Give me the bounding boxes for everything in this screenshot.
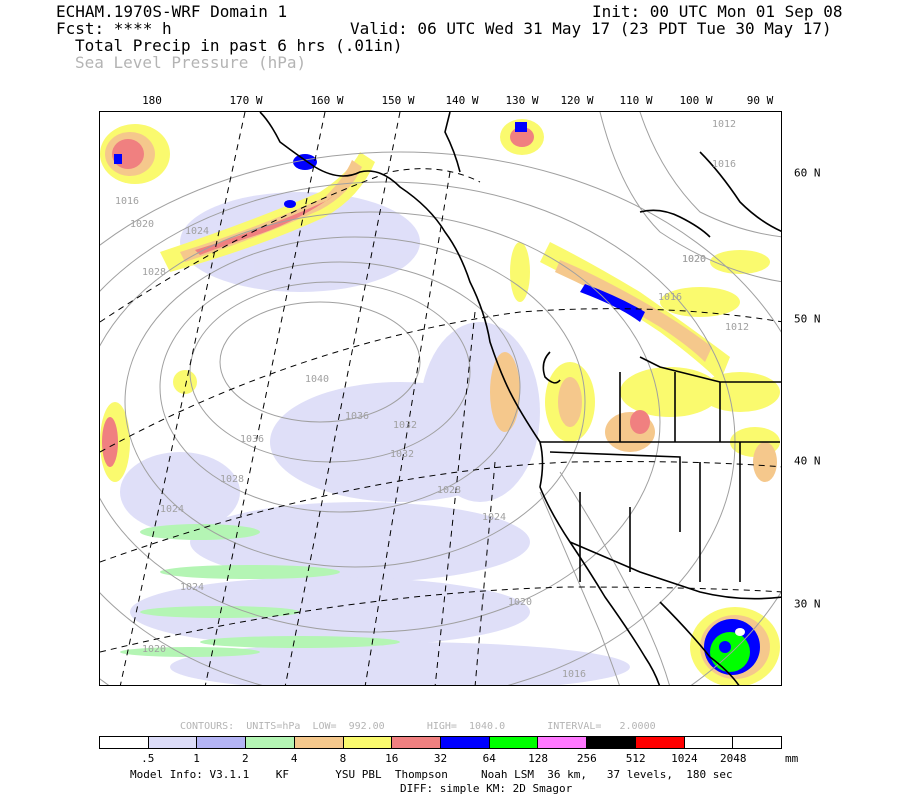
model-title: ECHAM.1970S-WRF Domain 1 bbox=[56, 2, 288, 21]
lon-label: 130 W bbox=[505, 94, 539, 107]
graticule bbox=[100, 112, 781, 685]
lat-label: 40 N bbox=[794, 454, 821, 468]
colorbar-cell bbox=[100, 737, 149, 748]
colorbar-cell bbox=[733, 737, 782, 748]
lon-label: 110 W bbox=[619, 94, 653, 107]
pressure-label: 1040 bbox=[305, 374, 329, 385]
colorbar-cell bbox=[587, 737, 636, 748]
lon-label: 90 W bbox=[746, 94, 774, 107]
pressure-label: 1024 bbox=[180, 582, 204, 593]
pressure-label: 1028 bbox=[220, 474, 244, 485]
lon-label: 160 W bbox=[310, 94, 344, 107]
lat-label: 60 N bbox=[794, 166, 821, 180]
pressure-label: 1016 bbox=[712, 159, 736, 170]
nw-corner-storm bbox=[100, 124, 170, 184]
weather-map: 1012 1016 1016 1020 1024 1028 1020 1016 … bbox=[99, 111, 782, 686]
light-precip-wash bbox=[120, 192, 630, 685]
sw-precip-streaks bbox=[120, 524, 400, 657]
diffusion-info: DIFF: simple KM: 2D Smagor bbox=[400, 782, 573, 795]
lon-label: 140 W bbox=[445, 94, 479, 107]
colorbar-label: .5 bbox=[141, 752, 155, 765]
pressure-label: 1032 bbox=[393, 420, 417, 431]
pressure-label: 1028 bbox=[437, 485, 461, 496]
pressure-label: 1020 bbox=[682, 254, 706, 265]
lat-label: 30 N bbox=[794, 597, 821, 611]
colorbar-cell bbox=[294, 737, 344, 748]
pressure-label: 1020 bbox=[508, 597, 532, 608]
pressure-label: 1024 bbox=[160, 504, 184, 515]
colorbar-cell bbox=[538, 737, 588, 748]
colorbar-label: 512 bbox=[625, 752, 646, 765]
colorbar-cell bbox=[441, 737, 490, 748]
north-america-landmass bbox=[250, 112, 781, 685]
pressure-label: 1032 bbox=[390, 449, 414, 460]
colorbar-cell bbox=[148, 737, 198, 748]
colorbar-units: mm bbox=[785, 752, 799, 765]
pressure-label: 1036 bbox=[345, 411, 369, 422]
field-secondary: Sea Level Pressure (hPa) bbox=[75, 53, 307, 72]
colorbar-label: 2 bbox=[242, 752, 249, 765]
lon-label: 170 W bbox=[229, 94, 263, 107]
canada-precip-band bbox=[540, 242, 770, 382]
colorbar-label: 256 bbox=[576, 752, 597, 765]
colorbar-cell bbox=[246, 737, 295, 748]
forecast-hour: Fcst: **** h bbox=[56, 19, 172, 38]
coastlines bbox=[259, 112, 781, 685]
colorbar-label: 1024 bbox=[671, 752, 698, 765]
pressure-label: 1028 bbox=[142, 267, 166, 278]
north-precip-spots bbox=[500, 119, 544, 155]
colorbar-cell bbox=[343, 737, 393, 748]
mexico-storm bbox=[690, 607, 780, 685]
init-time: Init: 00 UTC Mon 01 Sep 08 bbox=[592, 2, 843, 21]
pressure-label: 1016 bbox=[658, 292, 682, 303]
pressure-label: 1020 bbox=[142, 644, 166, 655]
pressure-label: 1016 bbox=[562, 669, 586, 680]
colorbar-label: 1 bbox=[193, 752, 200, 765]
colorbar-cell bbox=[392, 737, 442, 748]
lon-label: 150 W bbox=[381, 94, 415, 107]
pressure-label: 1012 bbox=[712, 119, 736, 130]
pressure-label: 1016 bbox=[115, 196, 139, 207]
model-info: Model Info: V3.1.1 KF YSU PBL Thompson N… bbox=[130, 768, 733, 781]
colorbar-label: 8 bbox=[339, 752, 347, 765]
west-edge-precip bbox=[100, 370, 197, 482]
pressure-label: 1020 bbox=[682, 254, 706, 265]
colorbar-label: 32 bbox=[433, 752, 448, 765]
pressure-label: 1036 bbox=[240, 434, 264, 445]
colorbar-cell bbox=[684, 737, 734, 748]
colorbar-label: 16 bbox=[385, 752, 399, 765]
pressure-label: 1012 bbox=[725, 322, 749, 333]
pressure-label: 1024 bbox=[482, 512, 506, 523]
lon-label: 100 W bbox=[679, 94, 713, 107]
pressure-label: 1024 bbox=[185, 226, 209, 237]
lon-label: 180 bbox=[142, 94, 162, 107]
colorbar-cell bbox=[197, 737, 247, 748]
field-primary: Total Precip in past 6 hrs (.01in) bbox=[75, 36, 403, 55]
valid-time: Valid: 06 UTC Wed 31 May 17 (23 PDT Tue … bbox=[350, 19, 832, 38]
colorbar-label: 64 bbox=[482, 752, 496, 765]
gulf-alaska-storm bbox=[160, 152, 375, 272]
colorbar-label: 2048 bbox=[719, 752, 747, 765]
pressure-label: 1020 bbox=[130, 219, 154, 230]
colorbar-label: 4 bbox=[290, 752, 298, 765]
precip-colorbar bbox=[99, 736, 782, 749]
colorbar-label: 128 bbox=[528, 752, 548, 765]
lon-label: 120 W bbox=[560, 94, 594, 107]
colorbar-cell bbox=[489, 737, 539, 748]
colorbar-cell bbox=[635, 737, 685, 748]
lat-label: 50 N bbox=[794, 312, 821, 326]
map-canvas: 1012 1016 1016 1020 1024 1028 1020 1016 … bbox=[100, 112, 781, 685]
contour-info: CONTOURS: UNITS=hPa LOW= 992.00 HIGH= 10… bbox=[180, 721, 656, 732]
pressure-labels: 1012 1016 1016 1020 1024 1028 1020 1016 … bbox=[115, 119, 749, 680]
